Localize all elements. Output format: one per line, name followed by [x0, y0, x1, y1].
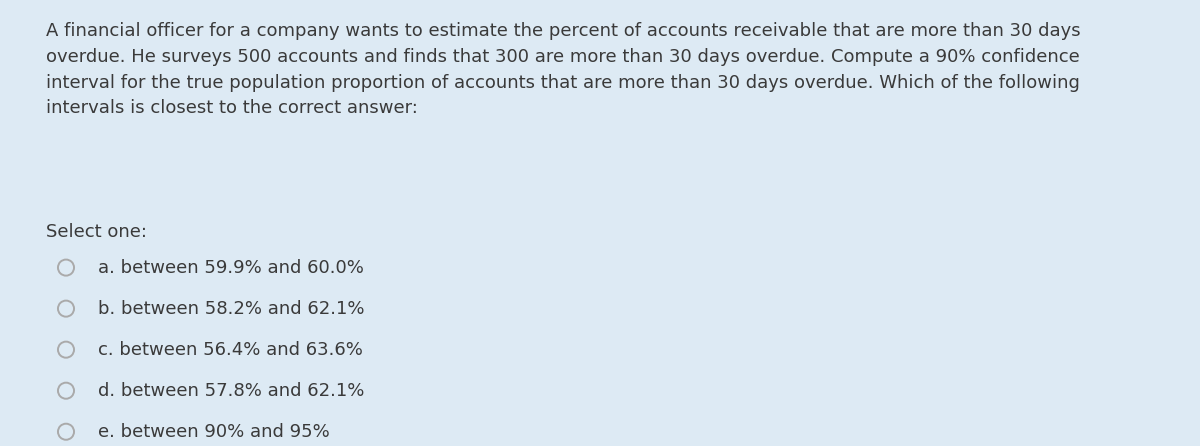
- Text: c. between 56.4% and 63.6%: c. between 56.4% and 63.6%: [98, 341, 364, 359]
- Ellipse shape: [58, 424, 74, 440]
- Text: A financial officer for a company wants to estimate the percent of accounts rece: A financial officer for a company wants …: [46, 22, 1080, 117]
- Ellipse shape: [58, 260, 74, 276]
- Ellipse shape: [58, 342, 74, 358]
- Text: d. between 57.8% and 62.1%: d. between 57.8% and 62.1%: [98, 382, 365, 400]
- Text: b. between 58.2% and 62.1%: b. between 58.2% and 62.1%: [98, 300, 365, 318]
- Ellipse shape: [58, 383, 74, 399]
- Text: a. between 59.9% and 60.0%: a. between 59.9% and 60.0%: [98, 259, 365, 277]
- Ellipse shape: [58, 301, 74, 317]
- Text: e. between 90% and 95%: e. between 90% and 95%: [98, 423, 330, 441]
- Text: Select one:: Select one:: [46, 223, 146, 241]
